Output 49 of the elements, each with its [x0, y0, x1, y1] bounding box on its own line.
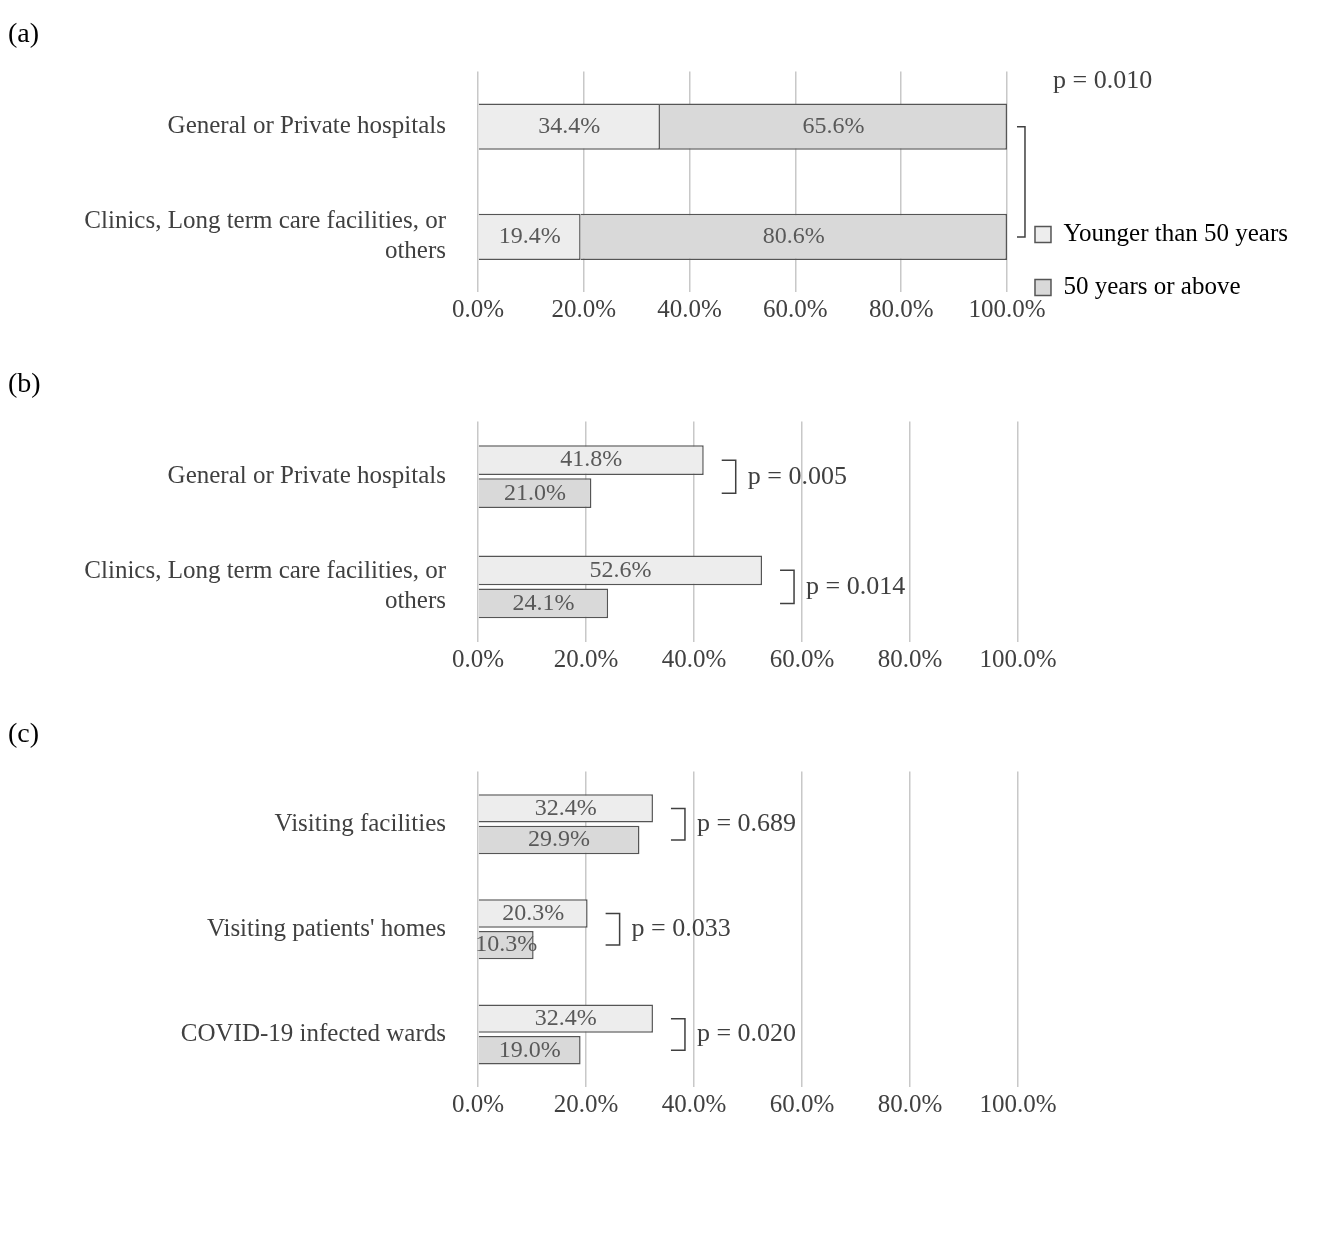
- annotation: p = 0.020: [696, 1018, 797, 1048]
- annotation: p = 0.033: [631, 913, 731, 943]
- x-tick-label: 60.0%: [763, 294, 828, 322]
- text: (a): [8, 17, 40, 49]
- x-tick-label: 100.0%: [968, 294, 1046, 322]
- annotation: p = 0.014: [806, 570, 906, 600]
- x-tick-label: 60.0%: [769, 1089, 835, 1117]
- legend-label: Younger than 50 years: [1063, 219, 1288, 247]
- x-tick-label: 80.0%: [877, 644, 943, 672]
- y-tick-label: Clinics, Long term care facilities, or others: [84, 206, 447, 264]
- y-tick-label: General or Private hospitals: [167, 111, 446, 139]
- annotation: p = 0.005: [747, 460, 847, 490]
- x-tick-label: 0.0%: [451, 644, 505, 672]
- data-label: 20.3%: [502, 898, 565, 925]
- x-tick-label: 40.0%: [661, 644, 727, 672]
- annotation: p = 0.689: [696, 807, 797, 837]
- legend-label: 50 years or above: [1063, 272, 1241, 300]
- x-tick-label: 0.0%: [451, 1089, 505, 1117]
- x-tick-label: 80.0%: [877, 1089, 943, 1117]
- data-label: 21.0%: [504, 478, 567, 505]
- data-label: 32.4%: [534, 1003, 597, 1030]
- data-label: 65.6%: [802, 112, 865, 138]
- data-label: 34.4%: [538, 112, 601, 138]
- y-tick-label: Visiting patients' homes: [206, 913, 446, 941]
- y-tick-label: COVID-19 infected wards: [180, 1019, 446, 1046]
- data-label: 19.0%: [498, 1035, 561, 1062]
- y-tick-label: Clinics, Long term care facilities, or others: [84, 556, 447, 614]
- x-tick-label: 40.0%: [657, 294, 722, 322]
- y-tick-label: Visiting facilities: [274, 808, 446, 836]
- x-tick-label: 100.0%: [979, 1089, 1057, 1117]
- data-label: 41.8%: [560, 445, 623, 472]
- data-label: 80.6%: [762, 222, 825, 249]
- data-label: 52.6%: [589, 555, 652, 582]
- y-tick-label: General or Private hospitals: [167, 461, 446, 489]
- x-tick-label: 20.0%: [551, 294, 617, 322]
- text: p = 0.010: [1052, 65, 1153, 95]
- x-tick-label: 20.0%: [553, 1089, 619, 1117]
- x-tick-label: 40.0%: [661, 1089, 727, 1117]
- data-label: 32.4%: [534, 793, 597, 820]
- text: (b): [8, 367, 41, 399]
- x-tick-label: 20.0%: [553, 644, 619, 672]
- data-label: 24.1%: [512, 588, 575, 615]
- x-tick-label: 100.0%: [979, 644, 1057, 672]
- text: (c): [8, 717, 40, 749]
- data-label: 29.9%: [528, 825, 591, 852]
- x-tick-label: 80.0%: [868, 294, 934, 322]
- data-label: 19.4%: [498, 222, 561, 249]
- x-tick-label: 0.0%: [451, 294, 505, 322]
- x-tick-label: 60.0%: [769, 644, 835, 672]
